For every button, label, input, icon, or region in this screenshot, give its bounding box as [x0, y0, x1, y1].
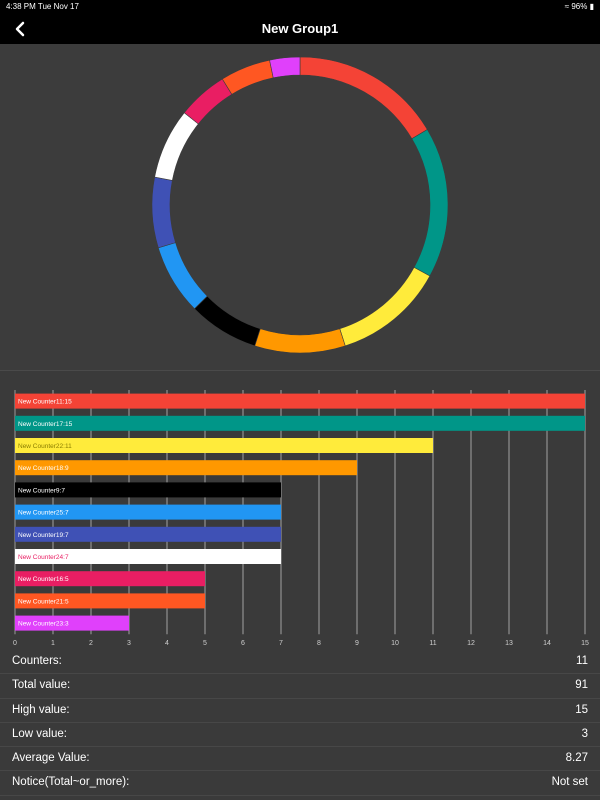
status-time-date: 4:38 PM Tue Nov 17	[6, 0, 79, 14]
bar-label: New Counter24:7	[18, 554, 69, 561]
stat-label: Counters:	[12, 655, 62, 667]
x-tick-label: 7	[279, 640, 283, 647]
donut-slice	[183, 78, 233, 125]
bar-label: New Counter11:15	[18, 399, 72, 406]
x-tick-label: 0	[13, 640, 17, 647]
wifi-icon: ≈	[564, 2, 570, 11]
x-tick-label: 2	[89, 640, 93, 647]
battery-icon: ▮	[589, 2, 594, 11]
stat-value: 11	[576, 655, 588, 667]
bar	[15, 549, 281, 564]
x-tick-label: 15	[581, 640, 589, 647]
stat-row-notice[interactable]: Notice(Total~or_more): Not set	[0, 771, 600, 796]
chevron-left-icon	[15, 21, 25, 37]
bar	[15, 482, 281, 498]
page-title: New Group1	[261, 21, 339, 36]
x-tick-label: 14	[543, 640, 551, 647]
donut-slice	[339, 266, 431, 347]
x-tick-label: 6	[241, 640, 245, 647]
status-time: 4:38 PM	[6, 2, 36, 11]
bar	[15, 526, 281, 542]
x-tick-label: 11	[429, 640, 436, 647]
x-tick-label: 13	[505, 640, 513, 647]
bar-label: New Counter21:5	[18, 598, 69, 605]
status-bar: 4:38 PM Tue Nov 17 ≈ 96% ▮	[0, 0, 600, 14]
stat-value: 15	[575, 703, 588, 716]
x-tick-label: 5	[203, 640, 207, 647]
donut-slice	[151, 176, 176, 249]
stat-value: 3	[581, 727, 588, 740]
stat-row-total: Total value: 91	[0, 674, 600, 699]
x-tick-label: 9	[355, 640, 359, 647]
donut-slice	[254, 328, 346, 354]
bar-label: New Counter16:5	[18, 576, 69, 583]
bar-label: New Counter23:3	[18, 621, 69, 628]
stat-value: Not set	[551, 776, 588, 789]
donut-slice	[299, 56, 428, 140]
stat-row-counters: Counters: 11	[0, 650, 600, 675]
donut-chart-area	[0, 44, 600, 371]
bar-label: New Counter19:7	[18, 532, 69, 539]
bar	[15, 504, 281, 520]
donut-slice	[157, 242, 208, 310]
bar	[15, 571, 205, 587]
stat-label: Notice(Total~or_more):	[12, 776, 130, 789]
donut-slice	[221, 59, 274, 95]
stat-label: Low value:	[12, 727, 67, 740]
x-tick-label: 10	[391, 640, 399, 647]
bar	[15, 393, 585, 409]
stat-label: Total value:	[12, 679, 71, 692]
status-date: Tue Nov 17	[37, 2, 79, 11]
bar	[15, 460, 357, 476]
bar-label: New Counter25:7	[18, 510, 69, 517]
stats-list: Counters: 11 Total value: 91 High value:…	[0, 650, 600, 800]
bar	[15, 615, 129, 631]
donut-slice	[269, 56, 301, 79]
nav-bar: New Group1	[0, 14, 600, 44]
bar-label: New Counter22:11	[18, 443, 72, 450]
bar-chart-area: 0 1 2 3 4 5 6 7 8 9 10 11 12 13 14 15 New Counter11:15 Ne…	[0, 371, 600, 647]
status-right: ≈ 96% ▮	[565, 0, 594, 14]
stat-label: High value:	[12, 703, 70, 716]
stat-value: 8.27	[565, 752, 588, 765]
donut-slice	[194, 295, 261, 347]
bar-label: New Counter9:7	[18, 487, 65, 494]
stat-row-low: Low value: 3	[0, 723, 600, 748]
donut-chart	[151, 56, 449, 354]
stat-value: 91	[575, 679, 588, 692]
bar-label: New Counter18:9	[18, 465, 69, 472]
x-tick-label: 1	[51, 640, 55, 647]
x-tick-label: 12	[467, 640, 475, 647]
stat-row-average: Average Value: 8.27	[0, 747, 600, 772]
donut-slice	[154, 112, 199, 181]
bar-label: New Counter17:15	[18, 421, 73, 428]
stat-label: Average Value:	[12, 752, 90, 765]
donut-slice	[411, 129, 449, 277]
stat-row-high: High value: 15	[0, 699, 600, 723]
bar	[15, 415, 585, 431]
x-tick-label: 4	[165, 640, 169, 647]
bar	[15, 593, 205, 609]
back-button[interactable]	[8, 16, 32, 42]
bar	[15, 438, 433, 453]
x-tick-label: 3	[127, 640, 131, 647]
x-tick-label: 8	[317, 640, 321, 647]
status-battery: 96%	[571, 2, 588, 11]
